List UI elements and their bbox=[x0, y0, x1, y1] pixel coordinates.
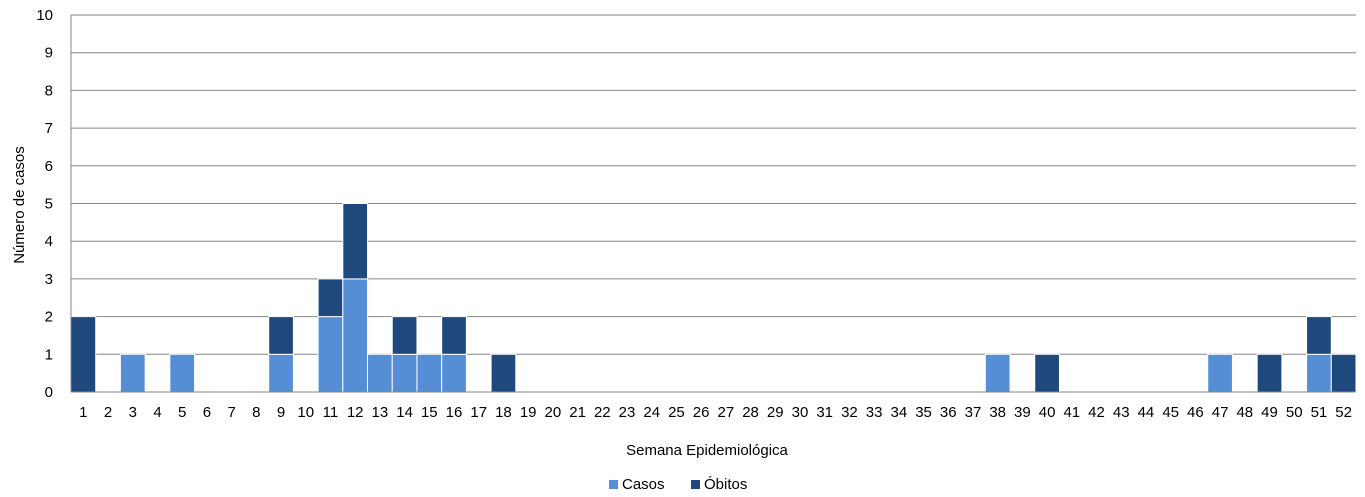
x-tick-label: 32 bbox=[841, 404, 858, 421]
x-tick-label: 30 bbox=[792, 404, 809, 421]
x-tick-label: 51 bbox=[1311, 404, 1328, 421]
legend: Casos Óbitos bbox=[609, 476, 747, 493]
bar-óbitos bbox=[1034, 353, 1060, 393]
x-tick-label: 46 bbox=[1187, 404, 1204, 421]
x-axis-ticks: 1 2 3 4 5 6 7 8 9 10 11 12 13 14 15 16 17 18 19 20 21 22 23 24 2… bbox=[79, 404, 1352, 421]
y-tick-label: 4 bbox=[45, 233, 53, 250]
x-tick-label: 24 bbox=[643, 404, 660, 421]
x-tick-label: 36 bbox=[940, 404, 957, 421]
bar-óbitos bbox=[1256, 353, 1283, 393]
x-tick-label: 50 bbox=[1286, 404, 1303, 421]
bar-óbitos bbox=[268, 316, 294, 355]
y-tick-label: 9 bbox=[45, 45, 53, 62]
bar-casos bbox=[119, 353, 146, 393]
y-tick-label: 6 bbox=[45, 158, 53, 175]
x-tick-label: 10 bbox=[297, 404, 314, 421]
x-tick-label: 31 bbox=[816, 404, 833, 421]
x-tick-label: 48 bbox=[1236, 404, 1253, 421]
bar-casos bbox=[441, 353, 467, 393]
bar-casos bbox=[367, 353, 393, 393]
x-tick-label: 40 bbox=[1039, 404, 1056, 421]
bar-óbitos bbox=[1330, 353, 1357, 393]
x-tick-label: 44 bbox=[1138, 404, 1155, 421]
x-tick-label: 4 bbox=[153, 404, 161, 421]
bar-óbitos bbox=[391, 316, 418, 355]
x-tick-label: 3 bbox=[129, 404, 137, 421]
legend-swatch bbox=[609, 480, 618, 489]
x-tick-label: 43 bbox=[1113, 404, 1130, 421]
bar-casos bbox=[169, 353, 196, 393]
bar-casos bbox=[317, 316, 344, 393]
bar-casos bbox=[268, 353, 294, 393]
bar-óbitos bbox=[70, 316, 97, 393]
x-tick-label: 7 bbox=[227, 404, 235, 421]
y-tick-label: 5 bbox=[45, 196, 53, 213]
x-tick-label: 5 bbox=[178, 404, 186, 421]
x-tick-label: 8 bbox=[252, 404, 260, 421]
y-axis-title: Número de casos bbox=[11, 146, 28, 264]
bar-casos bbox=[984, 353, 1011, 393]
bar-óbitos bbox=[342, 203, 369, 280]
bar-óbitos bbox=[317, 278, 344, 318]
x-tick-label: 28 bbox=[742, 404, 759, 421]
bar-óbitos bbox=[490, 353, 517, 393]
x-tick-label: 9 bbox=[277, 404, 285, 421]
bar-óbitos bbox=[441, 316, 467, 355]
x-tick-label: 14 bbox=[396, 404, 413, 421]
y-tick-label: 0 bbox=[45, 384, 53, 401]
y-tick-label: 7 bbox=[45, 120, 53, 137]
x-tick-label: 6 bbox=[203, 404, 211, 421]
x-tick-label: 33 bbox=[866, 404, 883, 421]
x-tick-label: 11 bbox=[323, 404, 339, 421]
x-tick-label: 23 bbox=[619, 404, 636, 421]
bar-casos bbox=[416, 353, 443, 393]
x-tick-label: 16 bbox=[446, 404, 463, 421]
x-tick-label: 27 bbox=[718, 404, 735, 421]
y-axis-ticks: 0 1 2 3 4 5 6 7 8 9 10 bbox=[36, 7, 53, 401]
x-tick-label: 12 bbox=[347, 404, 364, 421]
x-tick-label: 52 bbox=[1335, 404, 1352, 421]
x-tick-label: 45 bbox=[1162, 404, 1179, 421]
y-tick-label: 10 bbox=[36, 7, 53, 24]
x-tick-label: 39 bbox=[1014, 404, 1031, 421]
x-tick-label: 17 bbox=[470, 404, 487, 421]
x-tick-label: 34 bbox=[890, 404, 907, 421]
x-tick-label: 41 bbox=[1063, 404, 1080, 421]
x-tick-label: 13 bbox=[372, 404, 389, 421]
y-tick-label: 3 bbox=[45, 271, 53, 288]
bar-casos bbox=[1306, 353, 1332, 393]
bar-óbitos bbox=[1306, 316, 1332, 355]
x-tick-label: 49 bbox=[1261, 404, 1278, 421]
gridlines bbox=[71, 14, 1356, 355]
legend-swatch bbox=[691, 480, 700, 489]
bars bbox=[70, 203, 1357, 393]
bar-casos bbox=[391, 353, 418, 393]
x-tick-label: 2 bbox=[104, 404, 112, 421]
legend-label: Casos bbox=[622, 476, 665, 493]
x-tick-label: 15 bbox=[421, 404, 438, 421]
x-tick-label: 35 bbox=[915, 404, 932, 421]
x-tick-label: 19 bbox=[520, 404, 537, 421]
x-tick-label: 22 bbox=[594, 404, 611, 421]
x-tick-label: 37 bbox=[965, 404, 982, 421]
y-tick-label: 8 bbox=[45, 82, 53, 99]
x-tick-label: 18 bbox=[495, 404, 512, 421]
x-tick-label: 25 bbox=[668, 404, 685, 421]
x-tick-label: 29 bbox=[767, 404, 784, 421]
x-tick-label: 47 bbox=[1212, 404, 1229, 421]
y-tick-label: 2 bbox=[45, 309, 53, 326]
x-tick-label: 21 bbox=[569, 404, 586, 421]
y-tick-label: 1 bbox=[45, 346, 53, 363]
bar-casos bbox=[1207, 353, 1233, 393]
x-tick-label: 38 bbox=[989, 404, 1006, 421]
x-tick-label: 20 bbox=[545, 404, 562, 421]
x-axis-title: Semana Epidemiológica bbox=[626, 442, 788, 459]
x-tick-label: 42 bbox=[1088, 404, 1105, 421]
legend-label: Óbitos bbox=[704, 476, 747, 493]
bar-casos bbox=[342, 278, 369, 393]
x-tick-label: 26 bbox=[693, 404, 710, 421]
x-tick-label: 1 bbox=[79, 404, 87, 421]
